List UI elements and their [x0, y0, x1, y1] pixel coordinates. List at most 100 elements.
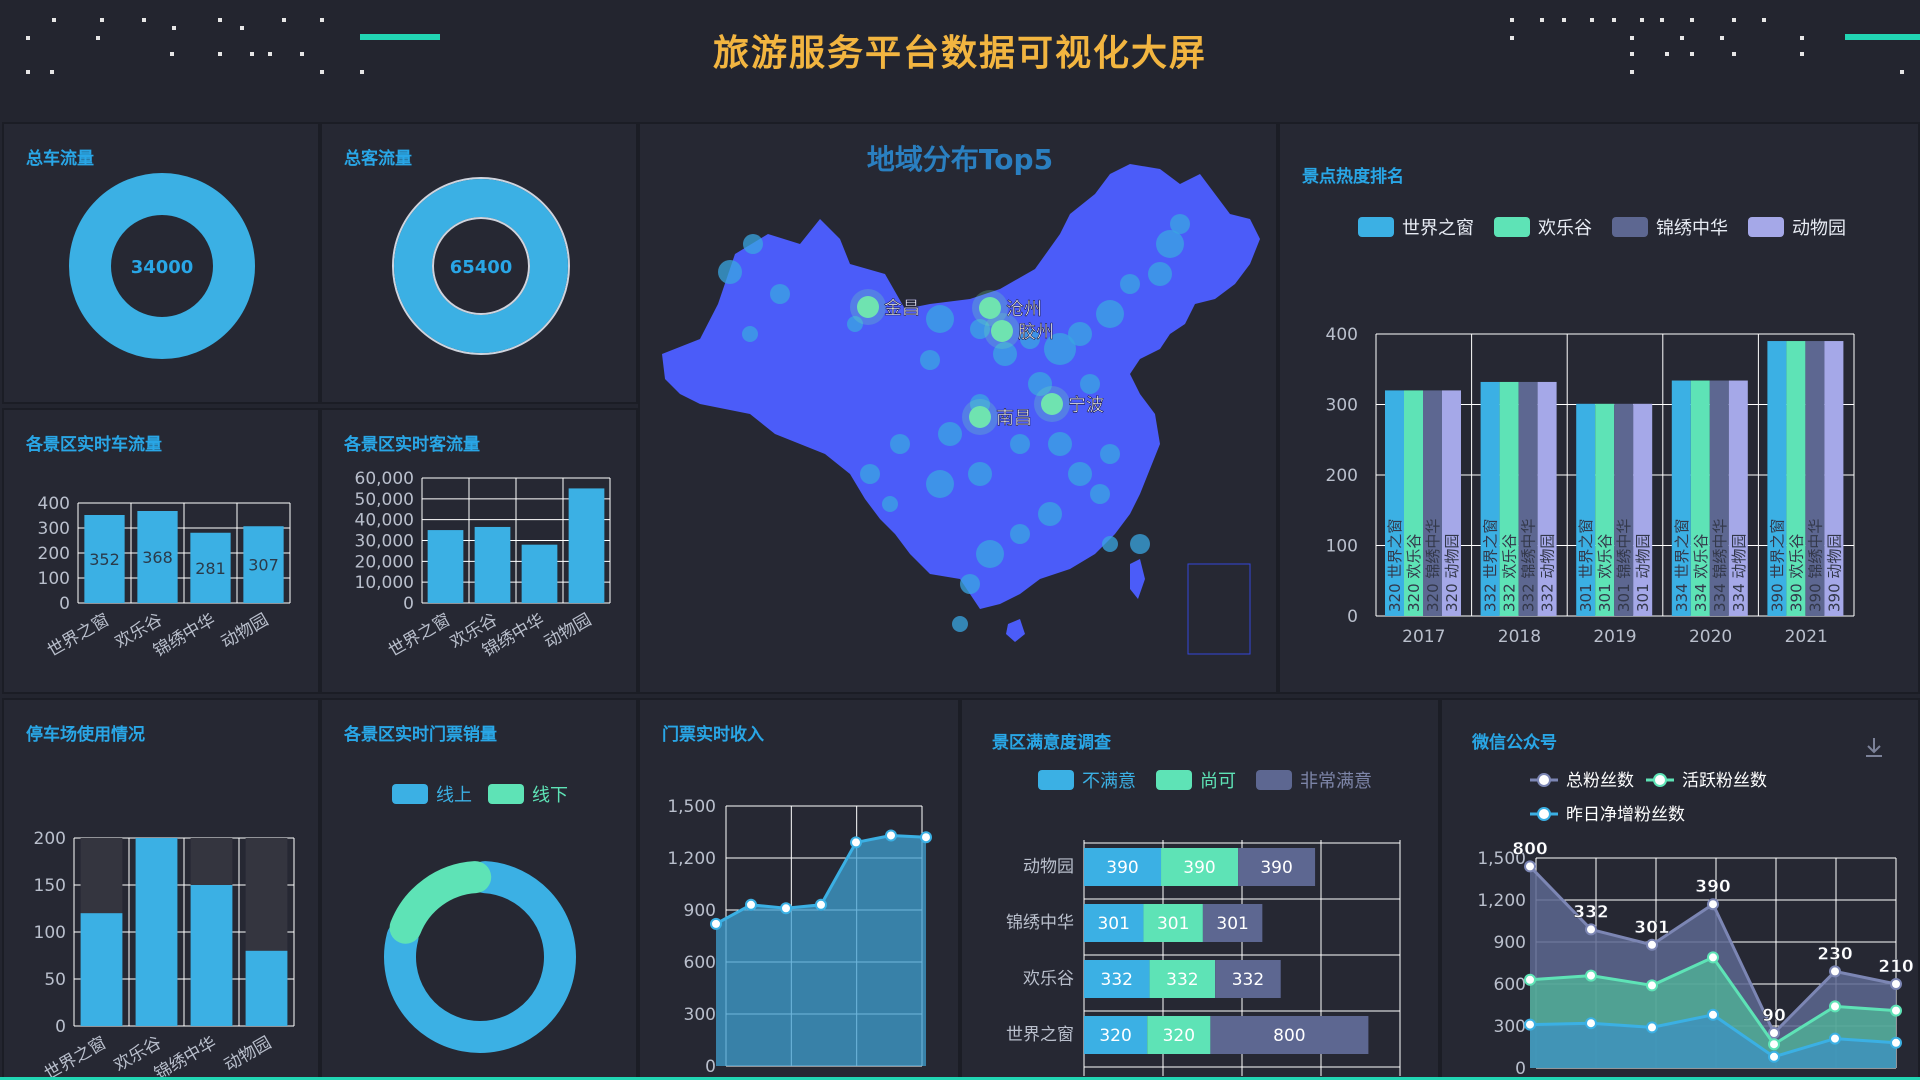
y-tick-label: 动物园 — [1023, 857, 1074, 877]
bar-value-label: 390 — [1106, 858, 1138, 878]
decoration-dot — [1800, 36, 1804, 40]
decoration-dot — [240, 26, 244, 30]
download-icon[interactable] — [1864, 736, 1884, 758]
bar-value-label: 332 锦绣中华 — [1520, 519, 1538, 612]
data-point — [1585, 969, 1597, 982]
bar — [137, 511, 178, 603]
decoration-dot — [1762, 18, 1766, 22]
bar-value-label: 390 世界之窗 — [1768, 519, 1786, 612]
data-point — [920, 831, 932, 844]
panel-title: 各景区实时门票销量 — [344, 725, 497, 745]
bar — [1161, 848, 1239, 886]
bar-value-label: 368 — [142, 548, 173, 567]
total-cars-donut: 34000 — [69, 173, 255, 359]
bar — [1149, 960, 1216, 998]
donut-ring — [69, 173, 255, 359]
legend-marker — [1537, 807, 1551, 821]
bar-value-label: 307 — [248, 556, 279, 575]
header-accent-left — [360, 34, 440, 40]
panel-total-cars: 总车流量 34000 — [2, 122, 320, 404]
y-tick-label: 50,000 — [355, 490, 414, 510]
bar-value-label: 332 — [1166, 970, 1198, 990]
decoration-dot — [1720, 36, 1724, 40]
data-label: 90 — [1762, 1006, 1786, 1026]
bar-value-label: 390 欢乐谷 — [1787, 534, 1805, 612]
data-point — [1829, 1000, 1841, 1013]
y-tick-label: 150 — [34, 876, 66, 896]
map-bubble — [1068, 322, 1092, 346]
y-tick-label: 1,500 — [1477, 849, 1526, 869]
city-marker — [979, 297, 1001, 319]
city-marker — [991, 320, 1013, 342]
decoration-dot — [142, 18, 146, 22]
data-point — [1768, 1050, 1780, 1063]
y-tick-label: 0 — [55, 1017, 66, 1037]
bar-value-label: 301 — [1216, 914, 1248, 934]
bottom-accent-line — [0, 1077, 1920, 1080]
panel-parking: 停车场使用情况 0 50 100 150 200 世界之窗 欢乐谷 锦绣中华 动物园 — [2, 698, 320, 1080]
legend-label: 不满意 — [1082, 771, 1136, 792]
y-tick-label: 200 — [38, 544, 70, 564]
decoration-dot — [1630, 70, 1634, 74]
y-tick-label: 世界之窗 — [1006, 1025, 1074, 1045]
bar-value-label: 320 欢乐谷 — [1405, 534, 1423, 612]
bar — [1084, 848, 1162, 886]
data-point — [885, 829, 897, 842]
city-marker — [969, 406, 991, 428]
x-tick-label: 锦绣中华 — [151, 1033, 220, 1080]
y-tick-label: 200 — [34, 829, 66, 849]
map-bubble — [976, 540, 1004, 568]
x-tick-label: 世界之窗 — [41, 1033, 110, 1080]
legend-label: 欢乐谷 — [1538, 218, 1592, 239]
data-point — [1890, 978, 1902, 990]
legend-swatch — [1612, 217, 1648, 237]
bar — [1385, 390, 1404, 616]
decoration-dot — [1590, 18, 1594, 22]
bar — [1576, 403, 1596, 616]
bar — [243, 526, 284, 603]
map-bubble — [1130, 534, 1150, 554]
pie-slice — [384, 861, 576, 1053]
city-label: 金昌 — [884, 298, 920, 319]
y-tick-label: 400 — [38, 494, 70, 514]
donut-value: 65400 — [450, 257, 513, 278]
bar-value-label: 800 — [1273, 1026, 1305, 1046]
data-point — [1890, 1036, 1902, 1049]
legend-label: 活跃粉丝数 — [1682, 771, 1767, 791]
decoration-dot — [282, 18, 286, 22]
bar — [427, 530, 464, 603]
bar — [1537, 381, 1557, 616]
map-title: 地域分布Top5 — [867, 143, 1053, 176]
decoration-dot — [1800, 52, 1804, 56]
bar-value-label: 301 — [1157, 914, 1189, 934]
data-label: 301 — [1634, 918, 1670, 938]
y-tick-label: 900 — [684, 901, 716, 921]
panel-visitor-flow: 各景区实时客流量 0 10,000 20,000 30,000 40,000 50,000… — [320, 408, 638, 694]
data-point — [1585, 923, 1597, 936]
map-bubble — [718, 260, 742, 284]
bar-value-label: 334 世界之窗 — [1673, 519, 1691, 612]
donut-ring — [394, 179, 568, 353]
map-bubble — [993, 342, 1017, 366]
map-bubble — [1100, 444, 1120, 464]
data-label: 230 — [1817, 944, 1853, 964]
decoration-dot — [52, 18, 56, 22]
y-tick-label: 100 — [1326, 537, 1358, 557]
map-bubble — [1068, 462, 1092, 486]
area-fill — [1530, 1014, 1896, 1068]
y-tick-label: 600 — [1494, 975, 1526, 995]
bar — [1423, 390, 1442, 616]
data-point — [1707, 1008, 1719, 1021]
area-fill — [716, 835, 926, 1066]
bar — [1709, 380, 1729, 616]
y-tick-label: 1,200 — [1477, 891, 1526, 911]
decoration-dot — [1665, 52, 1669, 56]
map-bubble — [920, 350, 940, 370]
legend-label: 线下 — [532, 785, 568, 806]
data-point — [1646, 979, 1658, 992]
